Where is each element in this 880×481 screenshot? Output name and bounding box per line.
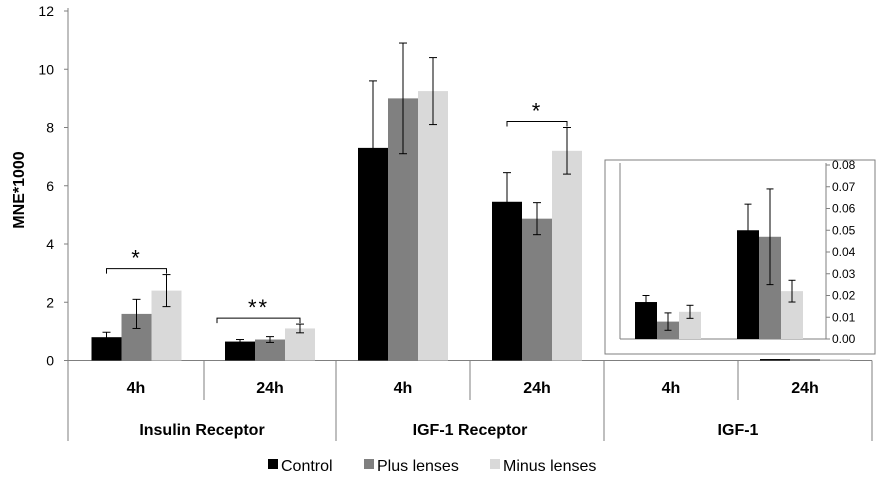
legend-label: Plus lenses	[377, 458, 459, 475]
inset-tick-label: 0.06	[832, 202, 856, 216]
y-tick-label: 6	[46, 178, 54, 194]
legend-label: Minus lenses	[503, 458, 596, 475]
bar-minus-lenses	[820, 359, 850, 361]
inset-tick-label: 0.00	[832, 332, 856, 346]
bar-minus-lenses	[552, 150, 582, 361]
legend: Control Plus lenses Minus lenses	[268, 458, 596, 475]
y-tick-label: 10	[38, 61, 54, 77]
significance-bracket	[216, 317, 301, 324]
significance-star: *	[131, 246, 142, 271]
inset-bar-plus-lenses	[759, 236, 781, 339]
y-axis-label: MNE*1000	[11, 151, 28, 228]
significance-markers: ****	[106, 99, 568, 324]
bar-plus-lenses	[522, 218, 552, 361]
significance-star: *	[532, 99, 543, 124]
y-tick-label: 2	[46, 294, 54, 310]
timepoint-label: 24h	[523, 380, 551, 397]
timepoint-label: 4h	[127, 380, 146, 397]
inset-chart: 0.00 0.01 0.02 0.03 0.04 0.05 0.06 0.07 0.08	[604, 158, 876, 355]
y-axis-ticks: 0 2 4 6 8 10 12	[38, 3, 68, 369]
legend-swatch	[364, 459, 374, 469]
inset-tick-label: 0.02	[832, 289, 856, 303]
inset-tick-label: 0.05	[832, 223, 856, 237]
bar-control	[225, 341, 255, 361]
inset-tick-label: 0.07	[832, 180, 856, 194]
y-tick-label: 8	[46, 120, 54, 136]
significance-bracket	[506, 121, 568, 127]
timepoint-label: 4h	[394, 380, 413, 397]
bar-plus-lenses	[790, 359, 820, 361]
timepoint-label: 24h	[791, 380, 819, 397]
timepoint-label: 24h	[256, 380, 284, 397]
inset-bar-minus-lenses	[679, 311, 701, 339]
group-label: IGF-1	[718, 422, 759, 439]
significance-star: **	[248, 295, 269, 320]
timepoint-label: 4h	[662, 380, 681, 397]
group-label: IGF-1 Receptor	[413, 422, 528, 439]
bars	[91, 42, 850, 361]
y-tick-label: 4	[46, 236, 54, 252]
inset-bar-control	[737, 230, 759, 339]
bar-minus-lenses	[285, 328, 315, 361]
inset-tick-label: 0.01	[832, 310, 856, 324]
significance-bracket	[106, 268, 167, 274]
bar-plus-lenses	[255, 339, 285, 361]
legend-swatch	[490, 459, 500, 469]
y-tick-label: 0	[46, 353, 54, 369]
y-tick-label: 12	[38, 3, 54, 19]
bar-control	[760, 359, 790, 361]
axes	[67, 8, 873, 441]
legend-label: Control	[281, 458, 333, 475]
inset-tick-label: 0.03	[832, 267, 856, 281]
inset-bar-minus-lenses	[781, 291, 803, 339]
x-axis-labels: 4h 24h 4h 24h 4h 24h Insulin Receptor IGF-1 Rec…	[127, 380, 819, 439]
inset-tick-label: 0.04	[832, 245, 856, 259]
group-label: Insulin Receptor	[139, 422, 264, 439]
bar-minus-lenses	[418, 91, 448, 361]
bar-control	[91, 337, 122, 361]
inset-bar-control	[635, 302, 657, 339]
inset-tick-label: 0.08	[832, 158, 856, 172]
legend-swatch	[268, 459, 278, 469]
